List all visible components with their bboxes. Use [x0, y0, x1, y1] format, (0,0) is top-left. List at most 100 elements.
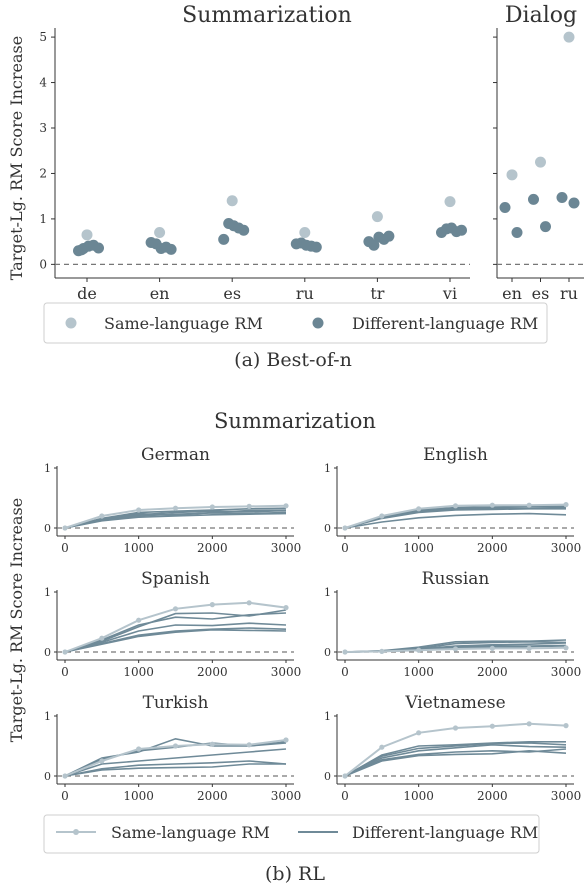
different-language-point-vi — [456, 224, 467, 236]
different-language-line — [344, 512, 567, 529]
x-tick-label: 3000 — [271, 665, 302, 679]
y-tick-label: 1 — [44, 462, 51, 475]
y-axis-label-rl: Target-Lg. RM Score Increase — [7, 498, 26, 742]
same-language-point — [452, 646, 459, 652]
x-tick-label-de: de — [77, 284, 97, 303]
same-language-point — [563, 645, 569, 651]
x-tick-label: 3000 — [271, 789, 302, 803]
y-tick-label: 1 — [39, 212, 47, 226]
same-language-point — [246, 503, 252, 509]
same-language-point — [246, 742, 252, 748]
different-language-line — [64, 748, 287, 777]
legend-rl: Same-language RM Different-language RM — [43, 814, 540, 854]
different-language-point-en — [499, 202, 511, 214]
panel-title: Vietnamese — [404, 693, 505, 713]
different-language-line — [64, 760, 287, 777]
rl-panel-english: English 0 1 0 1000 2000 3000 — [324, 445, 581, 555]
caption-b: (b) RL — [265, 863, 325, 884]
same-language-point-vi — [444, 196, 456, 208]
panel-title: Spanish — [141, 569, 210, 589]
panel-title: Russian — [422, 569, 490, 589]
rl-panel-spanish: Spanish 0 1 0 1000 2000 3000 — [44, 569, 301, 679]
x-tick-label-ru: ru — [296, 284, 314, 303]
y-tick-label: 3 — [39, 121, 47, 135]
y-tick-label: 1 — [324, 710, 331, 723]
same-language-point — [209, 741, 215, 747]
same-language-point — [172, 606, 179, 612]
legend-same-marker — [73, 829, 79, 835]
x-tick-label: 0 — [341, 665, 349, 679]
y-tick-label: 1 — [44, 586, 51, 599]
y-tick-label: 2 — [39, 166, 47, 180]
rl-panel-turkish: Turkish 0 1 0 1000 2000 3000 — [44, 693, 301, 803]
legend-box — [43, 302, 548, 344]
y-tick-label: 0 — [324, 770, 331, 783]
panel-title: English — [423, 445, 488, 465]
x-tick-label: 2000 — [477, 665, 508, 679]
different-language-point-es — [238, 224, 250, 236]
x-tick-label-es: es — [223, 284, 241, 303]
different-language-line — [344, 743, 567, 777]
different-language-line — [344, 748, 567, 777]
x-tick-label: 1000 — [403, 789, 434, 803]
panel-title-dialog: Dialog — [505, 3, 577, 28]
legend-diff-marker — [312, 317, 324, 329]
same-language-point — [172, 743, 179, 749]
y-tick-label: 0 — [44, 646, 51, 659]
same-language-point — [379, 513, 385, 519]
x-tick-label: 0 — [61, 789, 69, 803]
x-tick-label-es: es — [532, 284, 550, 303]
y-tick-label: 0 — [44, 770, 51, 783]
same-language-point-es — [535, 156, 546, 168]
different-language-point-es — [540, 221, 551, 233]
different-language-line — [344, 742, 567, 777]
same-language-point — [246, 600, 252, 606]
same-language-point — [136, 507, 142, 513]
x-tick-label: 3000 — [551, 665, 582, 679]
same-language-point-en — [154, 227, 166, 239]
same-language-point-tr — [371, 211, 383, 223]
caption-a: (a) Best-of-n — [234, 349, 352, 371]
same-language-point — [209, 602, 215, 608]
x-tick-label: 2000 — [197, 789, 228, 803]
different-language-point-en — [511, 227, 523, 239]
same-language-point — [99, 635, 105, 641]
same-language-point — [526, 645, 532, 652]
y-tick-label: 0 — [324, 522, 331, 535]
same-language-point-ru — [299, 227, 311, 239]
different-language-point-es — [528, 193, 539, 205]
different-language-line — [344, 749, 567, 777]
x-tick-label: 3000 — [551, 541, 582, 555]
same-language-point — [342, 649, 348, 655]
same-language-point-es — [226, 195, 238, 207]
same-language-point — [416, 647, 422, 653]
different-language-line — [64, 622, 287, 653]
different-language-point-ru — [568, 197, 580, 209]
y-tick-label: 0 — [44, 522, 51, 535]
different-language-line — [64, 609, 287, 653]
y-tick-label: 1 — [324, 462, 331, 475]
different-language-point-ru — [310, 241, 322, 253]
legend-same-label: Same-language RM — [111, 823, 270, 842]
y-tick-label: 0 — [39, 257, 47, 271]
x-tick-label: 1000 — [403, 665, 434, 679]
best-of-n-points — [73, 31, 580, 257]
same-language-point — [379, 648, 385, 655]
x-tick-label-en: en — [502, 284, 522, 303]
same-language-point — [342, 525, 348, 531]
x-tick-label: 0 — [61, 665, 69, 679]
x-tick-label-ru: ru — [560, 284, 578, 303]
same-language-point — [563, 723, 569, 729]
same-language-point-de — [81, 229, 93, 241]
same-language-point — [62, 649, 68, 655]
different-language-point-ru — [556, 192, 568, 204]
same-language-point — [136, 746, 142, 752]
legend-same-label: Same-language RM — [104, 314, 263, 333]
legend-best-of-n: Same-language RM Different-language RM — [43, 302, 548, 344]
x-tick-label-tr: tr — [370, 284, 384, 303]
different-language-point-en — [165, 243, 177, 255]
same-language-point — [416, 730, 422, 736]
same-language-point — [172, 505, 179, 511]
